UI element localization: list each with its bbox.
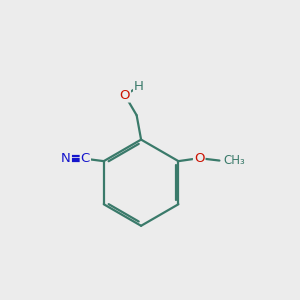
Text: CH₃: CH₃ <box>223 154 245 167</box>
Text: N: N <box>61 152 71 165</box>
Text: O: O <box>194 152 205 165</box>
Text: C: C <box>81 152 90 165</box>
Text: O: O <box>119 88 130 101</box>
Text: H: H <box>134 80 144 93</box>
